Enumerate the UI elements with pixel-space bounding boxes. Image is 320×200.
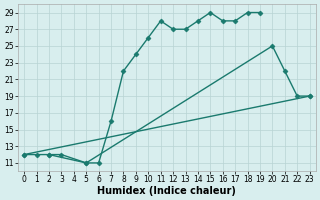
X-axis label: Humidex (Indice chaleur): Humidex (Indice chaleur) — [98, 186, 236, 196]
